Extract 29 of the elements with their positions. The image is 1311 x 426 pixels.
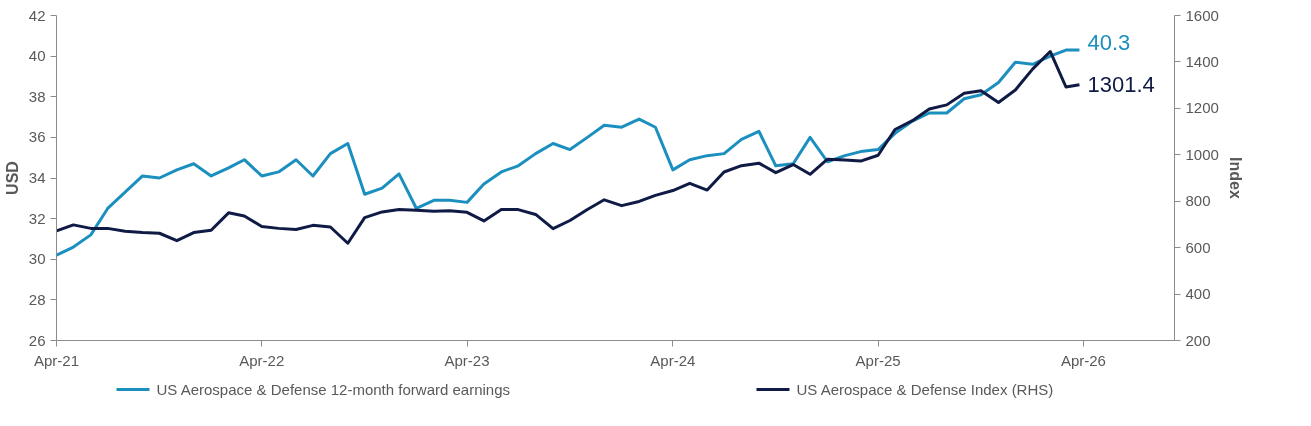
y-tick-label: 30	[28, 250, 46, 268]
y2-tick-label: 1200	[1185, 99, 1219, 117]
y2-tick-label: 200	[1185, 331, 1211, 349]
y-tick-label: 36	[28, 128, 46, 146]
y-tick-label: 34	[28, 169, 46, 186]
x-tick-label: Apr-21	[33, 351, 80, 369]
y2-tick-label: 800	[1185, 192, 1211, 210]
x-tick-label: Apr-26	[1060, 351, 1106, 369]
x-tick-label: Apr-24	[650, 351, 696, 369]
x-tick-label: Apr-23	[444, 351, 490, 369]
y2-tick-label: 600	[1185, 238, 1211, 256]
legend-label: US Aerospace & Defense 12-month forward earnings	[156, 381, 511, 398]
x-tick-label: Apr-22	[239, 351, 285, 369]
y-tick-label: 26	[28, 331, 46, 349]
legend-label: US Aerospace & Defense Index (RHS)	[796, 381, 1054, 398]
y2-axis-title: Index	[1226, 157, 1244, 199]
x-tick-label: Apr-25	[855, 351, 901, 369]
y-tick-label: 42	[28, 6, 46, 24]
y-tick-label: 40	[28, 47, 46, 65]
y2-tick-label: 400	[1185, 285, 1211, 303]
y-axis-title: USD	[3, 161, 21, 195]
y2-tick-label: 1000	[1185, 145, 1219, 163]
y2-tick-label: 1600	[1185, 6, 1219, 24]
data-label: 40.3	[1087, 30, 1131, 56]
data-label: 1301.4	[1087, 72, 1155, 98]
y2-tick-label: 1400	[1185, 52, 1219, 70]
y-tick-label: 32	[28, 209, 46, 227]
y-tick-label: 28	[28, 290, 46, 308]
y-tick-label: 38	[28, 87, 46, 105]
